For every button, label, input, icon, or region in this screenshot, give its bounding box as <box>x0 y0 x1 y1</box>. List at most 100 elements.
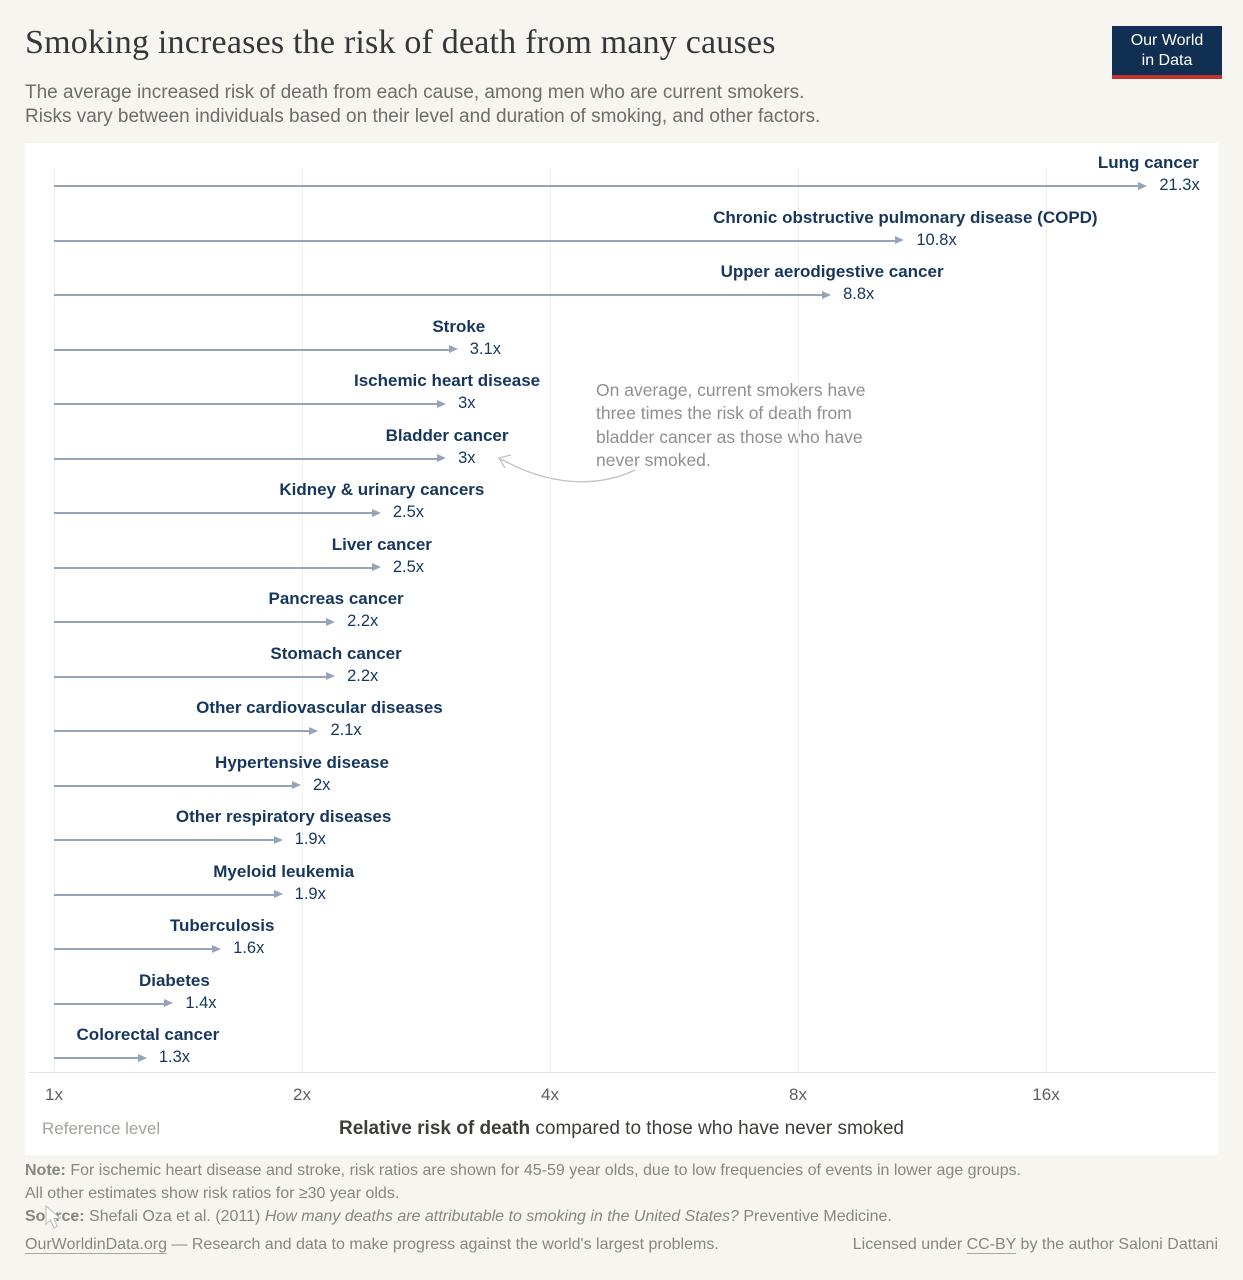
risk-arrowhead-icon <box>212 944 222 953</box>
subtitle-line-2: Risks vary between individuals based on … <box>25 105 821 127</box>
risk-arrow-line <box>54 1057 138 1059</box>
gridline-4x <box>550 168 551 1072</box>
risk-value: 1.9x <box>294 884 326 903</box>
chart-area: Reference level Relative risk of death c… <box>25 143 1218 1155</box>
risk-arrowhead-icon <box>895 236 905 244</box>
license-post: by the author Saloni Dattani <box>1016 1236 1218 1253</box>
risk-value: 10.8x <box>916 230 957 249</box>
risk-arrow-line <box>54 348 449 351</box>
risk-arrow-line <box>54 185 1139 187</box>
x-tick-2x: 2x <box>293 1085 311 1104</box>
risk-arrow-line <box>54 294 823 296</box>
cause-label: Chronic obstructive pulmonary disease (C… <box>713 207 1098 227</box>
cause-label: Hypertensive disease <box>215 752 389 772</box>
footer-right: Licensed under CC-BY by the author Salon… <box>853 1236 1218 1254</box>
risk-arrowhead-icon <box>164 999 174 1007</box>
reference-level-label: Reference level <box>42 1119 161 1138</box>
cause-label: Liver cancer <box>331 534 432 554</box>
risk-value: 2.2x <box>347 612 379 630</box>
risk-arrow-line <box>54 566 372 569</box>
x-tick-4x: 4x <box>541 1085 559 1104</box>
risk-arrow-line <box>54 730 310 732</box>
owid-logo-line-2: in Data <box>1141 51 1193 69</box>
risk-arrowhead-icon <box>309 726 319 735</box>
risk-value: 3.1x <box>469 339 501 358</box>
risk-arrow-line <box>54 948 213 950</box>
source-paper-title: How many deaths are attributable to smok… <box>264 1208 739 1225</box>
cause-label: Other cardiovascular diseases <box>196 698 443 717</box>
cc-by-link[interactable]: CC-BY <box>966 1236 1017 1254</box>
risk-value: 2.5x <box>392 557 425 576</box>
risk-value: 8.8x <box>843 285 875 303</box>
risk-arrow-line <box>54 1002 165 1005</box>
risk-value: 1.6x <box>233 939 265 957</box>
mouse-cursor-icon <box>45 1205 62 1229</box>
gridline-2x <box>302 168 303 1072</box>
cause-label: Upper aerodigestive cancer <box>720 262 944 281</box>
x-axis-title-bold: Relative risk of death <box>338 1118 531 1139</box>
risk-arrow-line <box>54 457 438 460</box>
footnote: Note: For ischemic heart disease and str… <box>25 1160 1175 1205</box>
cause-label: Bladder cancer <box>385 425 509 445</box>
x-tick-8x: 8x <box>789 1085 807 1104</box>
footer-bar: OurWorldinData.org — Research and data t… <box>25 1236 1218 1254</box>
risk-arrowhead-icon <box>273 890 283 898</box>
footnote-line-1: Note: For ischemic heart disease and str… <box>25 1160 1175 1183</box>
risk-arrow-line <box>54 893 274 896</box>
footer-left: OurWorldinData.org — Research and data t… <box>25 1236 719 1254</box>
cause-label: Tuberculosis <box>169 916 275 935</box>
risk-arrow-line <box>54 239 896 242</box>
risk-arrowhead-icon <box>273 835 283 844</box>
cause-label: Stomach cancer <box>270 643 402 663</box>
cause-label: Ischemic heart disease <box>353 371 541 390</box>
risk-arrowhead-icon <box>437 399 447 408</box>
cause-label: Pancreas cancer <box>268 589 404 608</box>
footnote-line-2: All other estimates show risk ratios for… <box>25 1184 400 1202</box>
source-journal: Preventive Medicine. <box>738 1208 892 1225</box>
cause-label: Stroke <box>432 316 486 336</box>
owid-link[interactable]: OurWorldinData.org <box>25 1236 167 1254</box>
x-tick-1x: 1x <box>45 1085 63 1104</box>
risk-arrow-line <box>54 839 274 841</box>
cause-label: Kidney & urinary cancers <box>279 480 485 499</box>
risk-value: 3x <box>458 394 476 412</box>
risk-arrowhead-icon <box>137 1053 147 1062</box>
license-pre: Licensed under <box>852 1236 967 1253</box>
risk-value: 2.1x <box>330 721 362 739</box>
risk-arrowhead-icon <box>292 781 301 789</box>
risk-value: 2x <box>313 775 331 794</box>
risk-value: 2.2x <box>347 666 379 685</box>
x-axis-title-rest: compared to those who have never smoked <box>530 1118 905 1139</box>
risk-arrowhead-icon <box>326 672 336 680</box>
risk-arrow-line <box>54 784 292 787</box>
footer-tagline: — Research and data to make progress aga… <box>166 1236 719 1253</box>
page-title: Smoking increases the risk of death from… <box>25 24 776 61</box>
gridline-16x <box>1046 168 1047 1072</box>
footnote-text-1: For ischemic heart disease and stroke, r… <box>65 1162 1022 1179</box>
annotation-line-2: three times the risk of death from <box>596 403 852 424</box>
risk-arrow-line <box>54 403 438 405</box>
risk-arrowhead-icon <box>326 617 336 626</box>
cause-label: Other respiratory diseases <box>175 807 392 826</box>
risk-arrowhead-icon <box>822 290 832 299</box>
risk-arrow-line <box>54 621 327 623</box>
gridline-8x <box>798 168 799 1072</box>
risk-arrowhead-icon <box>1138 181 1148 190</box>
risk-arrowhead-icon <box>371 508 381 517</box>
risk-value: 1.3x <box>158 1048 191 1066</box>
risk-value: 1.9x <box>294 830 326 848</box>
footnote-label: Note: <box>25 1162 66 1179</box>
risk-arrowhead-icon <box>448 345 458 353</box>
owid-logo-line-1: Our World <box>1130 31 1204 49</box>
risk-arrow-line <box>54 512 372 514</box>
page-subtitle: The average increased risk of death from… <box>25 81 1025 128</box>
risk-arrowhead-icon <box>371 563 381 571</box>
annotation-line-4: never smoked. <box>596 450 711 471</box>
risk-value: 2.5x <box>392 503 425 521</box>
cause-label: Lung cancer <box>1097 153 1199 172</box>
gridline-1x <box>54 168 55 1072</box>
risk-arrowhead-icon <box>437 454 447 462</box>
risk-value: 1.4x <box>185 993 217 1012</box>
annotation-line-3: bladder cancer as those who have <box>596 426 863 447</box>
x-axis-title: Relative risk of death compared to those… <box>339 1118 904 1140</box>
